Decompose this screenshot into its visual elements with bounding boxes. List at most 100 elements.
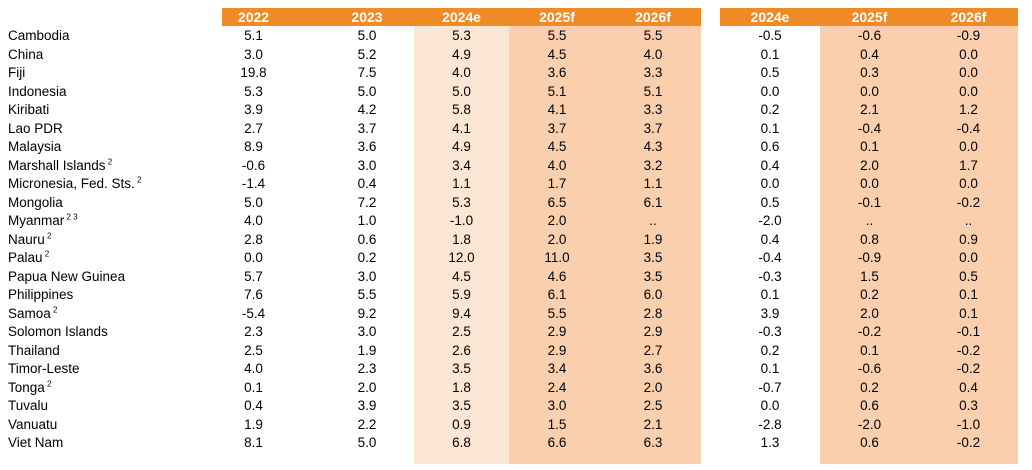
revision-2024e: -2.0 [758,213,782,228]
revision-2024e: 0.0 [760,398,780,413]
value-2024e: 5.3 [452,194,471,210]
economy-label: Lao PDR [8,120,63,136]
revision-2025f: 0.4 [860,46,879,62]
table-row: Tonga 2 0.1 2.0 1.8 2.4 2.0 -0.7 0.2 0.4 [0,379,1032,398]
economy-label: Nauru [8,231,45,247]
economy-label: Thailand [8,342,60,358]
economy-label: Myanmar [8,213,65,228]
economy-label: Micronesia, Fed. Sts. [8,176,135,191]
value-2025f: 4.5 [547,139,567,154]
value-2022: 0.1 [244,379,263,395]
value-2024e: 5.8 [452,102,471,117]
table-row: Samoa 2 -5.4 9.2 9.4 5.5 2.8 3.9 2.0 0.1 [0,305,1032,324]
revision-2026f: 0.0 [959,65,978,80]
value-2022: 5.1 [244,28,263,43]
value-2023: 3.9 [357,398,377,413]
value-2023: 5.0 [357,435,377,450]
value-2022: 5.3 [244,83,263,99]
value-2024e: 0.9 [452,416,471,432]
economy-label: Marshall Islands [8,157,106,173]
economy-name: Lao PDR [8,120,63,139]
value-2026f: 3.7 [643,120,663,136]
footnote-marker: 2 [134,175,142,185]
value-2024e: 1.8 [452,379,471,395]
value-2026f: 3.3 [643,65,663,80]
value-2022: 2.8 [244,231,263,247]
value-2022: -1.4 [241,176,266,191]
economy-name: Philippines [8,286,73,305]
economy-name: Fiji [8,64,25,83]
economy-label: Samoa [8,305,51,321]
revision-2025f: 0.1 [860,342,879,358]
value-2026f: 5.5 [643,28,663,43]
value-2026f: .. [649,213,657,228]
revision-2024e: 0.0 [760,176,780,191]
table-row: Lao PDR 2.7 3.7 4.1 3.7 3.7 0.1 -0.4 -0.… [0,120,1032,139]
value-2024e: 4.9 [452,139,471,154]
value-2025f: 4.6 [547,268,567,284]
value-2025f: 2.0 [547,231,567,247]
band-right-2026f [919,26,1018,464]
table-row: Thailand 2.5 1.9 2.6 2.9 2.7 0.2 0.1 -0.… [0,342,1032,361]
revision-2026f: 1.2 [959,102,978,117]
value-2022: 2.7 [244,120,263,136]
value-2024e: 2.6 [452,342,471,358]
value-2022: 4.0 [244,213,263,228]
revision-2025f: -0.6 [857,28,882,43]
economy-name: Marshall Islands 2 [8,157,112,176]
economy-name: Nauru 2 [8,231,51,250]
economy-name: Tuvalu [8,397,48,416]
value-2022: 3.0 [244,46,263,62]
economy-label: Malaysia [8,139,62,154]
value-2025f: 5.1 [547,83,567,99]
revision-2026f: -0.2 [956,194,981,210]
revision-2026f: .. [964,213,973,228]
revision-2026f: 0.0 [959,83,978,99]
revision-2026f: 0.0 [959,139,978,154]
revision-2024e: 0.1 [760,46,780,62]
value-2022: 0.4 [244,398,263,413]
revision-2025f: 0.1 [860,139,879,154]
value-2024e: 2.5 [452,324,471,339]
value-2024e: 1.1 [452,176,471,191]
footnote-marker: 2 [44,231,52,240]
revision-2025f: -0.9 [857,250,882,265]
value-2023: 3.0 [357,157,377,173]
header-2026f: 2026f [635,9,671,25]
value-2024e: 3.4 [452,157,471,173]
value-2022: 1.9 [244,416,263,432]
table-row: Timor-Leste 4.0 2.3 3.5 3.4 3.6 0.1 -0.6… [0,360,1032,379]
revision-2024e: 0.0 [760,83,780,99]
value-2023: 7.5 [357,65,377,80]
table-row: China 3.0 5.2 4.9 4.5 4.0 0.1 0.4 0.0 [0,46,1032,65]
value-2025f: 4.5 [547,46,567,62]
value-2026f: 4.3 [643,139,663,154]
economy-label: Philippines [8,287,74,302]
value-2023: 1.9 [357,342,377,358]
table-row: Papua New Guinea 5.7 3.0 4.5 4.6 3.5 -0.… [0,268,1032,287]
revision-2024e: 0.1 [760,287,780,302]
revision-2026f: -0.9 [956,28,981,43]
revision-2025f: 0.2 [860,379,879,395]
value-2022: -5.4 [241,305,266,321]
value-2026f: 3.2 [643,157,663,173]
revision-2026f: 0.0 [959,250,978,265]
economy-name: Tonga 2 [8,379,51,398]
value-2025f: 6.5 [547,194,567,210]
economy-name: Indonesia [8,83,67,102]
value-2023: 2.2 [357,416,377,432]
value-2025f: 2.0 [547,213,567,228]
economy-label: Timor-Leste [8,361,80,376]
value-2025f: 1.5 [547,416,567,432]
table-row: Tuvalu 0.4 3.9 3.5 3.0 2.5 0.0 0.6 0.3 [0,397,1032,416]
footnote-marker: 2 [42,249,50,259]
revision-2025f: 0.8 [860,231,879,247]
value-2023: 5.2 [357,46,377,62]
value-2022: 2.5 [244,342,263,358]
revision-2024e: 0.5 [760,194,780,210]
revision-2025f: -0.1 [857,194,882,210]
value-2023: 0.4 [357,176,377,191]
footnote-marker: 2 [50,305,58,314]
value-2024e: 5.3 [452,28,471,43]
economy-label: Tuvalu [8,398,49,413]
